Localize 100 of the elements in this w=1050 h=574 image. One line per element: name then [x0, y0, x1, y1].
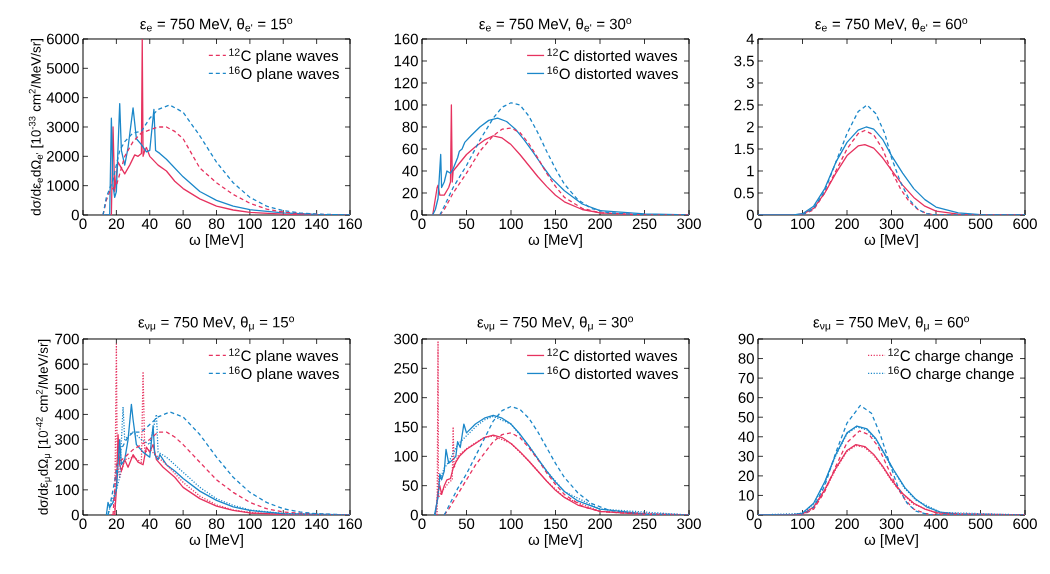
y-tick-label: 50: [738, 411, 754, 423]
x-tick-label: 0: [418, 218, 426, 230]
x-axis-title: ω [MeV]: [864, 533, 918, 548]
y-tick-label: 160: [394, 33, 418, 45]
x-axis-title: ω [MeV]: [189, 533, 243, 548]
chart-title: ε$_{e}$ = 750 MeV, θ$_{e'}$ = 30$^{o}$: [479, 18, 632, 32]
x-tick-label: 100: [238, 218, 262, 230]
y-tick-label: 100: [394, 99, 418, 111]
x-tick-label: 200: [588, 518, 612, 530]
x-tick-label: 500: [968, 518, 993, 530]
x-tick-label: 300: [677, 518, 701, 530]
legend-label: $^{16}$O distorted waves: [547, 66, 678, 80]
x-tick-label: 120: [271, 218, 296, 230]
x-tick-label: 160: [338, 218, 362, 230]
legend-label: $^{12}$C charge change: [888, 348, 1013, 365]
y-tick-label: 60: [738, 392, 754, 403]
x-tick-label: 60: [175, 218, 191, 230]
chart-title: ε$_{e}$ = 750 MeV, θ$_{e'}$ = 15$^{o}$: [140, 18, 293, 32]
y-tick-label: 250: [394, 363, 418, 374]
y-tick-label: 70: [738, 372, 754, 384]
x-tick-label: 100: [238, 518, 262, 530]
x-tick-label: 100: [791, 518, 815, 530]
y-tick-label: 20: [402, 187, 418, 199]
y-tick-label: 60: [402, 143, 418, 155]
x-tick-label: 600: [1013, 218, 1037, 230]
x-tick-label: 140: [305, 518, 329, 530]
y-tick-label: 3: [746, 77, 754, 89]
x-tick-label: 0: [79, 218, 87, 230]
y-tick-label: 0: [71, 509, 79, 521]
x-tick-label: 250: [632, 218, 657, 230]
x-tick-label: 40: [141, 218, 158, 230]
y-tick-label: 4: [746, 33, 755, 45]
y-tick-label: 100: [394, 451, 418, 462]
y-tick-label: 500: [55, 383, 79, 395]
x-axis-title: ω [MeV]: [864, 233, 918, 248]
x-tick-label: 100: [791, 218, 815, 230]
y-tick-label: 40: [402, 165, 418, 177]
y-tick-label: 2: [746, 121, 754, 133]
x-tick-label: 300: [879, 218, 904, 230]
x-tick-label: 0: [79, 518, 87, 530]
x-axis-title: ω [MeV]: [189, 233, 243, 248]
y-tick-label: 0: [71, 209, 79, 221]
y-tick-label: 4000: [46, 92, 79, 103]
legend-label: $^{12}$C plane waves: [229, 348, 339, 365]
y-tick-label: 90: [738, 333, 754, 345]
x-axis-title: ω [MeV]: [528, 533, 582, 548]
chart-title: ε$_{νμ}$ = 750 MeV, θ$_{μ}$ = 15$^{o}$: [138, 316, 295, 332]
x-tick-label: 120: [271, 518, 296, 530]
x-tick-label: 20: [108, 518, 125, 530]
y-tick-label: 1.5: [734, 143, 754, 155]
y-tick-label: 100: [55, 484, 79, 496]
chart-title: ε$_{νμ}$ = 750 MeV, θ$_{μ}$ = 30$^{o}$: [477, 316, 634, 332]
y-tick-label: 0: [410, 509, 418, 521]
y-tick-label: 5000: [46, 63, 79, 74]
y-tick-label: 80: [402, 121, 418, 133]
y-tick-label: 0: [746, 209, 754, 221]
y-tick-label: 400: [54, 409, 79, 420]
legend-label: $^{16}$O plane waves: [229, 366, 339, 383]
y-tick-label: 1000: [47, 180, 79, 191]
x-tick-label: 80: [208, 218, 225, 230]
legend-label: $^{16}$O plane waves: [229, 66, 339, 83]
x-tick-label: 200: [588, 218, 612, 230]
y-tick-label: 300: [394, 333, 418, 345]
text: dσ/dε$_{μ}$dΩ$_{μ}$ [10$^{-42}$ cm$^{2}$/MeV/sr]: [35, 339, 52, 515]
x-tick-label: 400: [923, 218, 948, 230]
x-tick-label: 60: [175, 518, 191, 530]
x-tick-label: 150: [544, 518, 568, 530]
y-tick-label: 3000: [46, 121, 79, 133]
y-tick-label: 50: [402, 480, 418, 491]
x-tick-label: 100: [499, 218, 523, 230]
y-tick-label: 20: [738, 470, 754, 482]
x-tick-label: 50: [458, 218, 475, 230]
x-tick-label: 140: [305, 218, 329, 230]
legend-label: $^{12}$C plane waves: [229, 48, 339, 65]
x-axis-title: ω [MeV]: [528, 233, 582, 248]
x-tick-label: 50: [458, 518, 475, 530]
x-tick-label: 160: [338, 518, 362, 530]
x-tick-label: 600: [1013, 518, 1037, 530]
legend-label: $^{12}$C distorted waves: [547, 48, 678, 62]
y-tick-label: 200: [394, 392, 418, 403]
y-tick-label: 140: [394, 55, 418, 67]
x-tick-label: 40: [141, 518, 158, 530]
y-tick-label: 150: [394, 421, 418, 433]
y-tick-label: 200: [55, 459, 79, 470]
x-tick-label: 500: [968, 218, 993, 230]
y-tick-label: 3.5: [734, 55, 754, 67]
y-tick-label: 120: [394, 77, 418, 89]
y-tick-label: 30: [738, 451, 754, 462]
x-tick-label: 300: [879, 518, 904, 530]
x-tick-label: 300: [677, 218, 701, 230]
x-tick-label: 150: [544, 218, 568, 230]
x-tick-label: 100: [499, 518, 523, 530]
chart-title: ε$_{νμ}$ = 750 MeV, θ$_{μ}$ = 60$^{o}$: [813, 316, 970, 332]
y-tick-label: 40: [738, 431, 754, 443]
x-tick-label: 20: [108, 218, 125, 230]
text: dσ/dε$_{e}$dΩ$_{e'}$ [10$^{-33}$ cm$^{2}$/MeV/sr]: [28, 39, 44, 216]
legend-label: $^{16}$O distorted waves: [547, 366, 678, 380]
y-tick-label: 0: [410, 209, 418, 221]
y-tick-label: 700: [55, 333, 79, 345]
y-tick-label: 300: [55, 434, 79, 445]
